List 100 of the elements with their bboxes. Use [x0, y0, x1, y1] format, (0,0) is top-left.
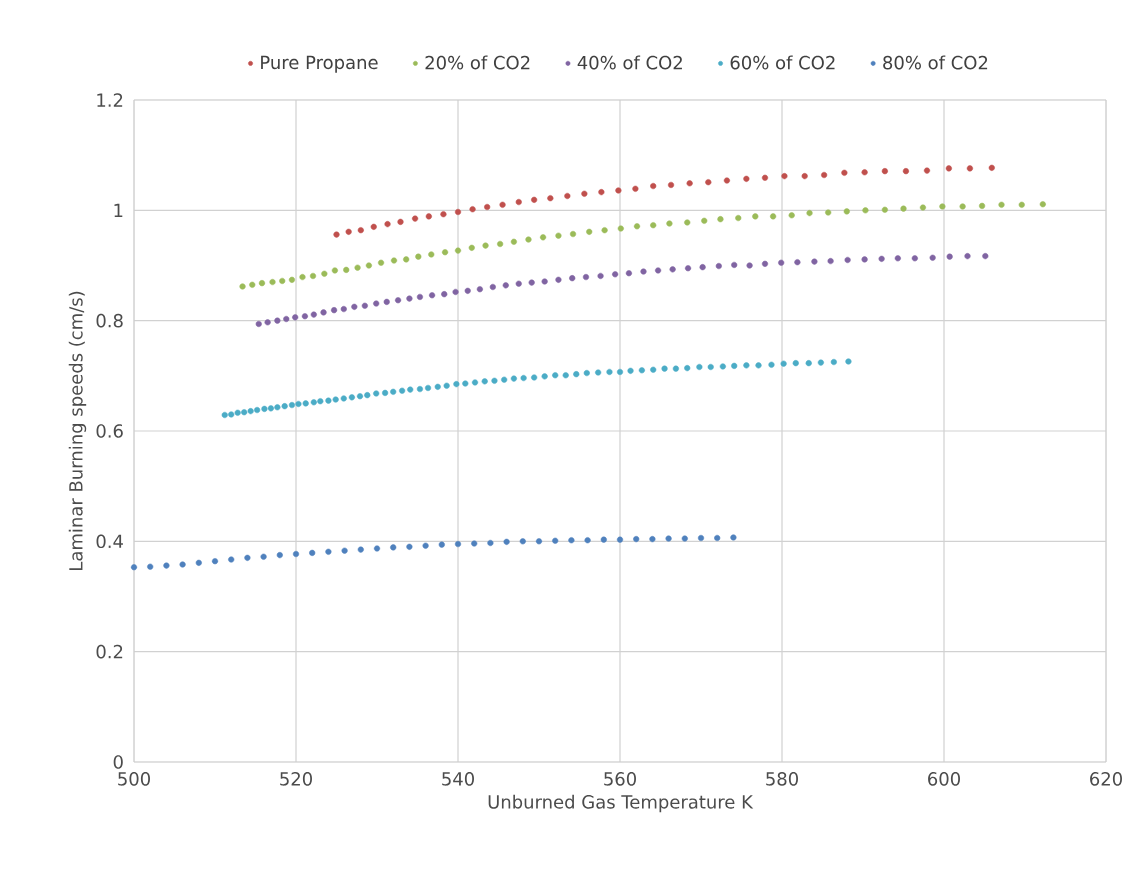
point: [438, 541, 445, 548]
point: [666, 220, 673, 227]
point: [966, 165, 973, 172]
point: [616, 536, 624, 543]
point: [752, 213, 759, 220]
point: [555, 232, 562, 239]
point: [806, 210, 813, 217]
point: [552, 537, 559, 544]
point: [665, 535, 672, 542]
y-tick-label: 0.4: [96, 534, 123, 549]
point: [632, 185, 639, 192]
point: [428, 251, 435, 258]
point: [269, 278, 276, 286]
point: [528, 279, 535, 286]
point: [310, 311, 317, 318]
legend-label: 20% of CO2: [425, 55, 530, 70]
point: [416, 293, 424, 300]
point: [497, 240, 504, 248]
point: [309, 549, 316, 556]
point: [412, 215, 419, 222]
point: [881, 168, 888, 175]
point: [929, 254, 936, 261]
point: [667, 181, 675, 189]
point: [283, 315, 290, 323]
point: [923, 167, 931, 174]
y-tick-label: 0.8: [96, 313, 123, 328]
point: [406, 543, 413, 550]
point: [649, 536, 656, 543]
point: [325, 548, 332, 555]
point: [211, 558, 219, 565]
legend-label: 80% of CO2: [883, 55, 988, 70]
point: [615, 187, 622, 194]
point: [598, 189, 605, 196]
point: [650, 222, 657, 229]
point: [454, 247, 462, 254]
point: [471, 540, 478, 547]
point: [429, 292, 436, 299]
point: [454, 541, 462, 548]
x-axis-title: Unburned Gas Temperature K: [488, 794, 754, 813]
point: [351, 303, 358, 310]
point: [440, 211, 447, 218]
point: [357, 546, 364, 553]
point: [841, 169, 848, 176]
point: [731, 261, 738, 268]
point: [147, 563, 154, 570]
point: [770, 213, 777, 220]
point: [633, 536, 640, 543]
point: [625, 270, 632, 277]
point: [640, 268, 647, 275]
point: [276, 552, 283, 559]
point: [778, 259, 785, 266]
point: [788, 212, 795, 219]
point: [403, 256, 410, 263]
point: [260, 553, 267, 560]
point: [274, 317, 281, 324]
point: [228, 556, 235, 563]
point: [510, 238, 517, 245]
point: [320, 309, 327, 316]
point: [568, 537, 575, 544]
point: [1039, 201, 1046, 208]
point: [612, 271, 619, 278]
point: [794, 259, 801, 266]
point: [406, 295, 413, 302]
point: [982, 253, 989, 260]
point: [441, 291, 448, 298]
point: [333, 231, 340, 238]
point: [801, 173, 808, 180]
point: [515, 198, 522, 206]
point: [699, 264, 706, 271]
point: [301, 313, 308, 320]
legend-label: 40% of CO2: [577, 55, 682, 70]
point: [464, 287, 471, 294]
x-tick-label: 580: [766, 772, 798, 786]
point: [331, 307, 338, 314]
legend-label: Pure Propane: [261, 55, 378, 73]
point: [655, 267, 662, 274]
point: [555, 276, 562, 283]
point: [597, 272, 604, 280]
x-tick-label: 540: [442, 772, 474, 786]
point: [894, 255, 901, 262]
legend-label: 60% of CO2: [730, 55, 835, 70]
point: [425, 213, 432, 220]
point: [454, 208, 462, 216]
point: [821, 171, 828, 179]
point: [482, 242, 489, 249]
y-tick-label: 1.2: [97, 93, 123, 107]
y-tick-label: 0: [113, 755, 123, 769]
x-tick-label: 560: [604, 772, 636, 786]
point: [384, 221, 391, 228]
point: [586, 228, 593, 235]
point: [600, 536, 607, 543]
point: [761, 174, 769, 181]
y-tick-label: 1: [114, 203, 123, 217]
point: [239, 283, 246, 290]
y-tick-label: 0.2: [96, 644, 123, 659]
point: [502, 282, 509, 289]
point: [341, 547, 348, 554]
point: [861, 169, 868, 176]
point: [255, 320, 262, 328]
point: [684, 219, 691, 226]
